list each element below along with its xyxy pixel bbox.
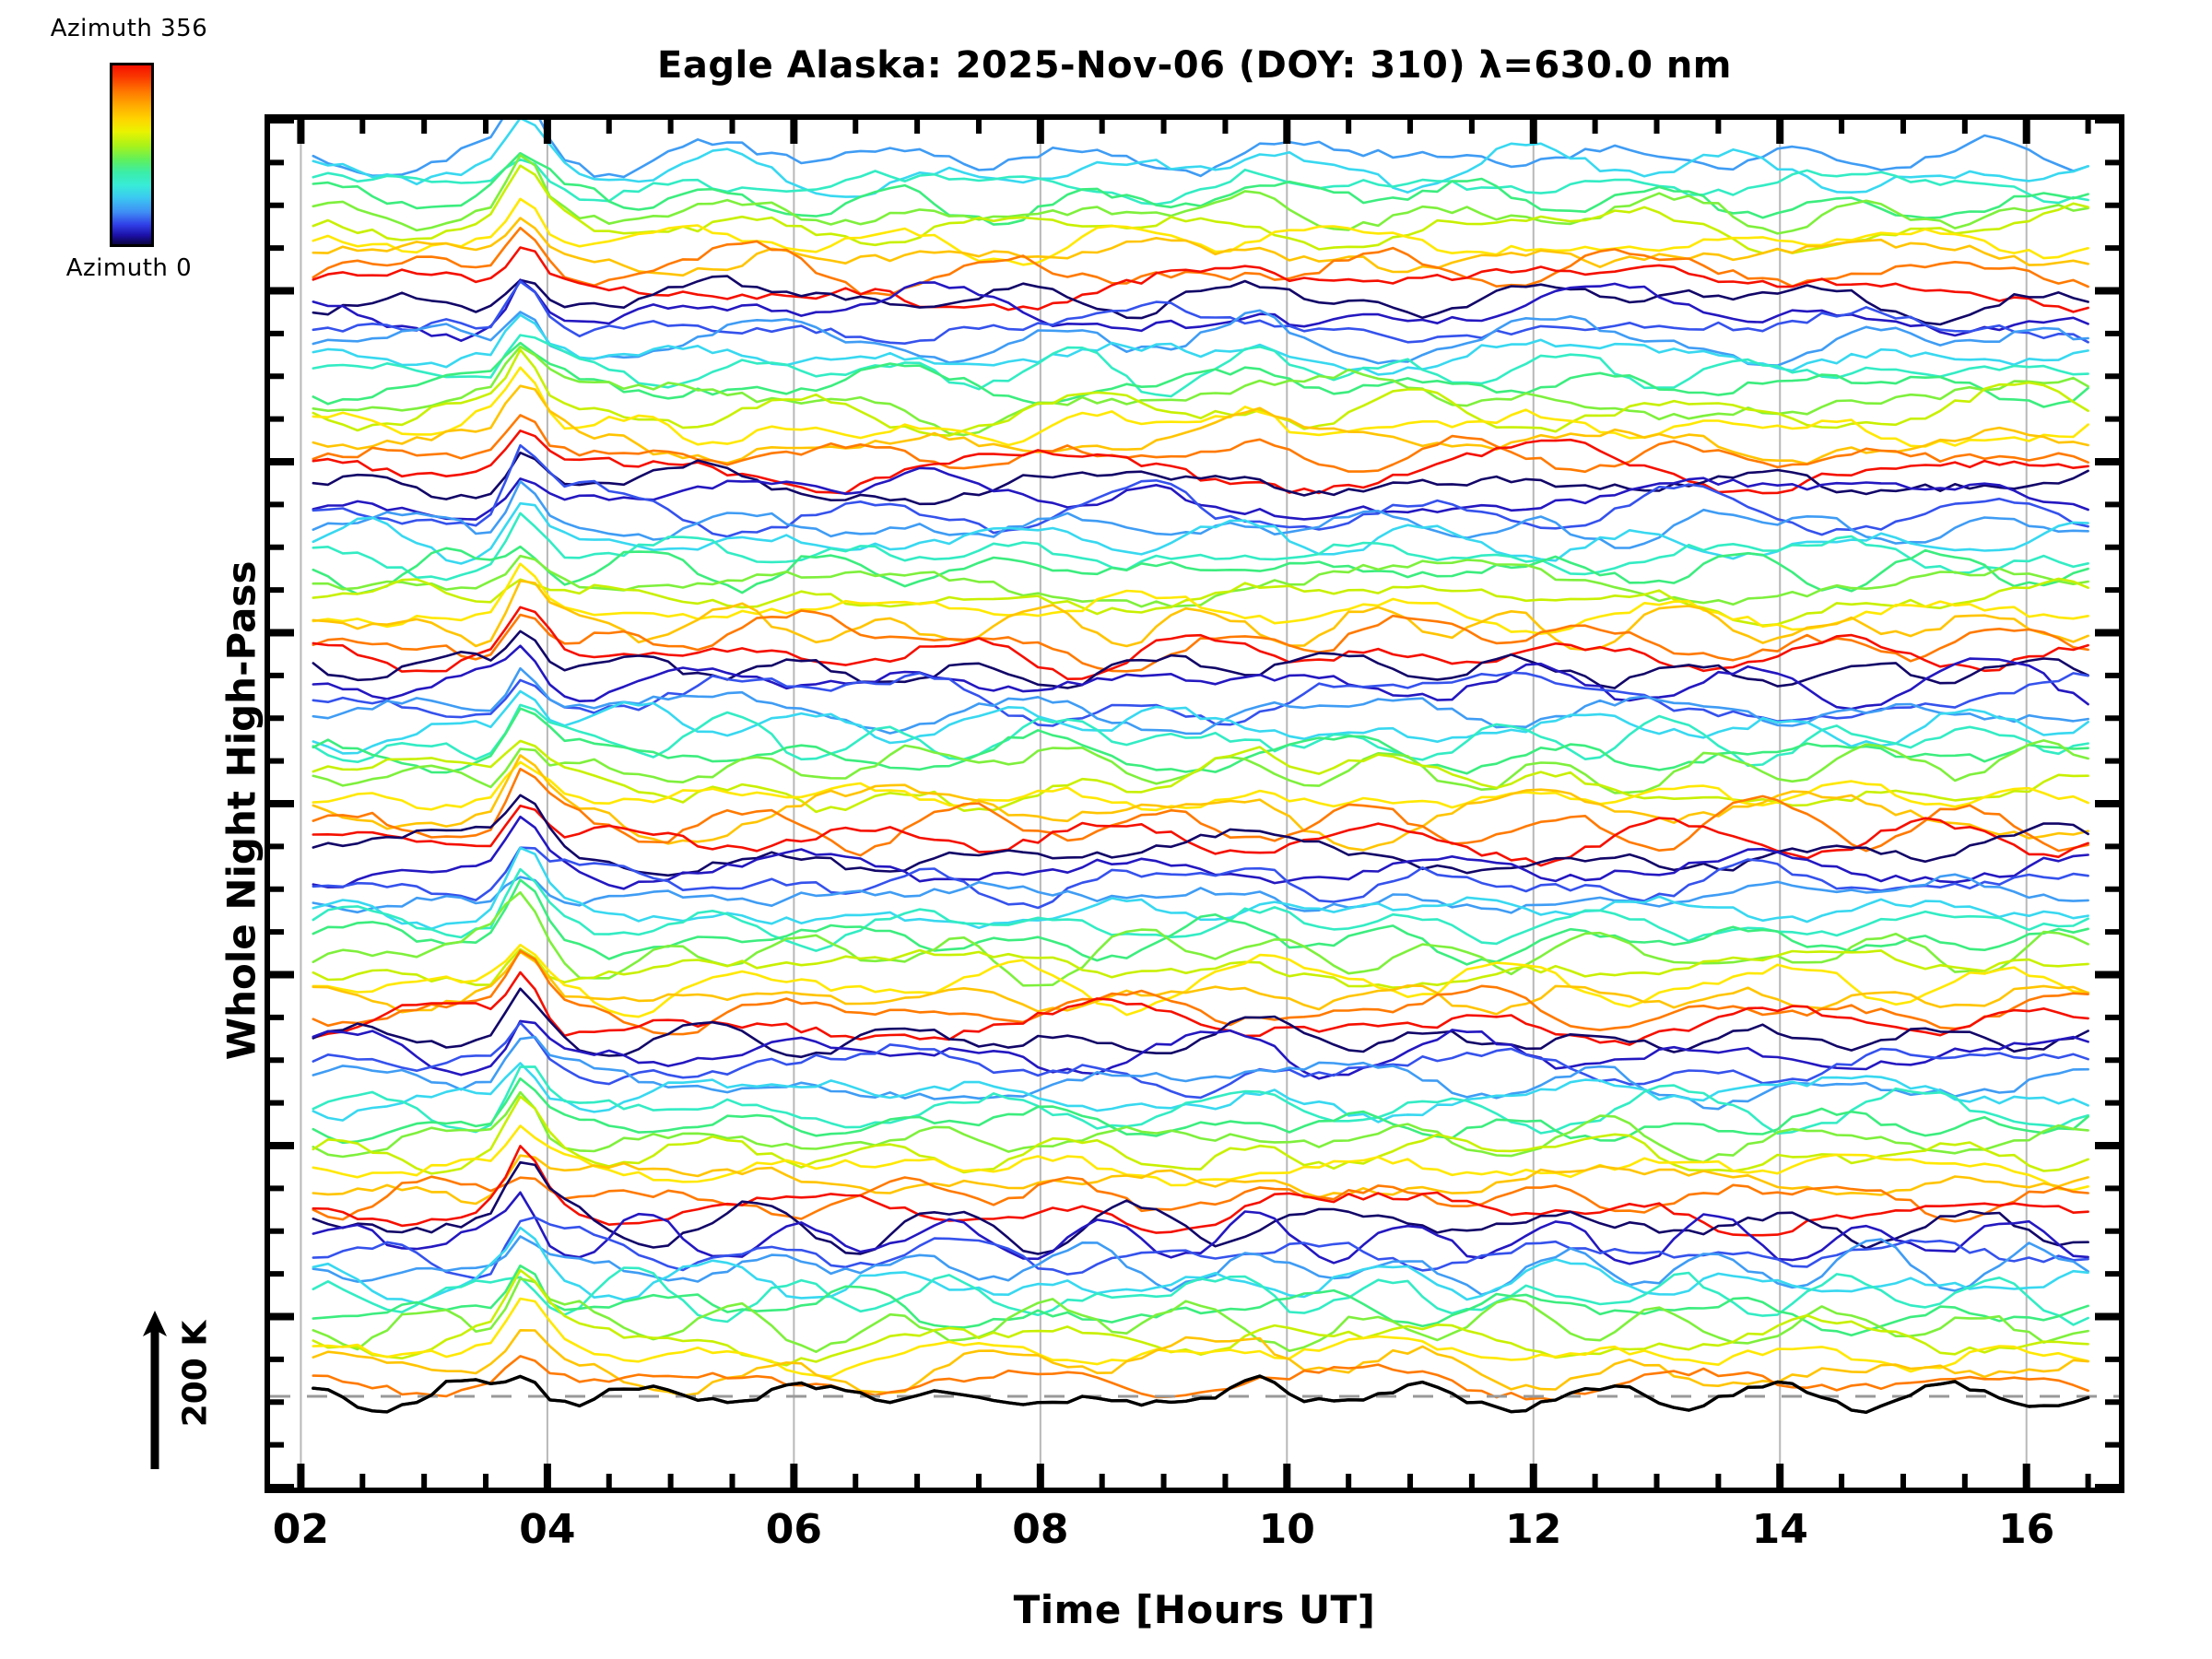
- up-arrow-icon: [143, 1311, 167, 1469]
- plot-area[interactable]: [265, 114, 2124, 1493]
- page-title: Eagle Alaska: 2025-Nov-06 (DOY: 310) λ=6…: [657, 44, 1732, 87]
- x-tick-label: 14: [1751, 1506, 1808, 1553]
- x-tick-label: 10: [1258, 1506, 1315, 1553]
- x-tick-label: 12: [1505, 1506, 1562, 1553]
- x-tick-label: 02: [272, 1506, 330, 1553]
- x-tick-label: 08: [1012, 1506, 1069, 1553]
- colorbar-min-label: Azimuth 0: [65, 254, 193, 282]
- scale-bar: 200 K: [138, 1307, 249, 1473]
- y-axis-title-line1: Whole Night High-Pass: [218, 560, 265, 1061]
- plot-canvas: [270, 120, 2119, 1488]
- colorbar-gradient-swatch: [110, 63, 154, 247]
- x-tick-label: 16: [1998, 1506, 2055, 1553]
- scale-bar-label: 200 K: [176, 1320, 215, 1428]
- colorbar-max-label: Azimuth 356: [50, 15, 208, 42]
- x-tick-label: 06: [765, 1506, 822, 1553]
- x-tick-label: 04: [519, 1506, 576, 1553]
- x-axis-title: Time [Hours UT]: [1013, 1587, 1376, 1632]
- azimuth-colorbar-legend: Azimuth 356 Azimuth 0: [0, 0, 276, 295]
